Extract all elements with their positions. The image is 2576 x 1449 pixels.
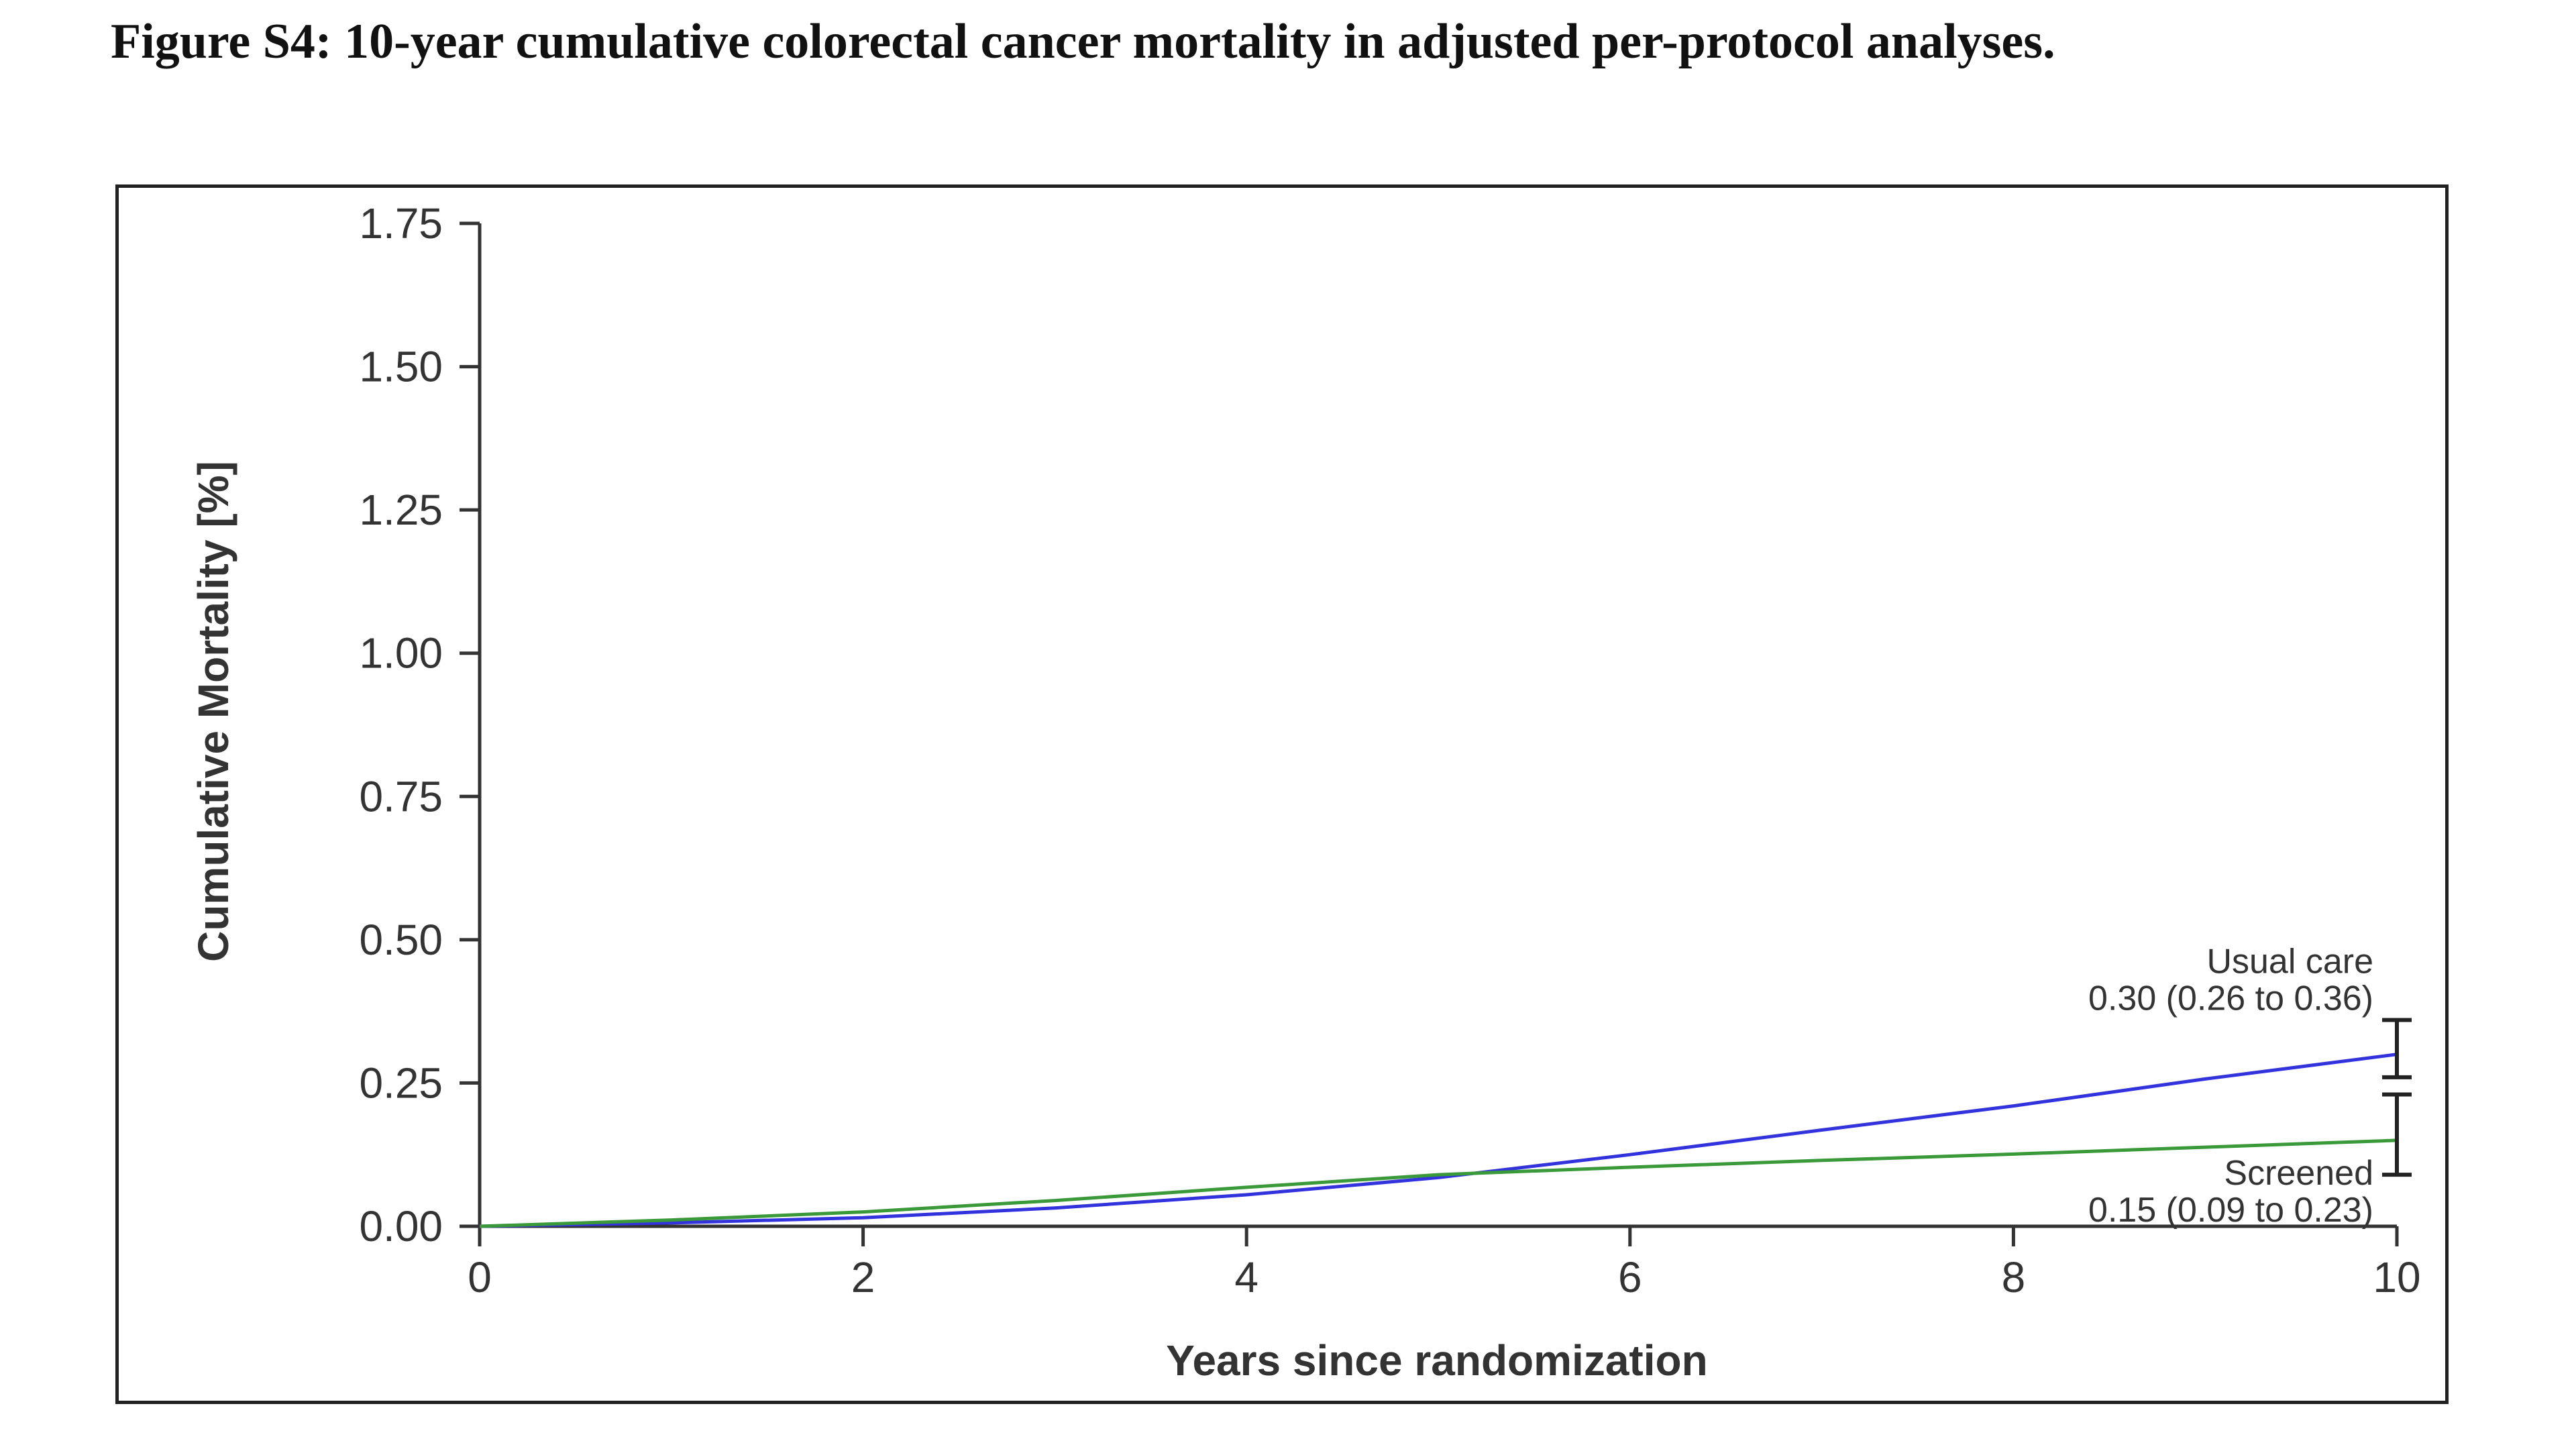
chart-axes: [478, 223, 2397, 1228]
screened-value-label: 0.15 (0.09 to 0.23): [2088, 1191, 2373, 1230]
y-tick-label: 1.50: [359, 343, 443, 391]
x-tick-label: 6: [1618, 1253, 1642, 1301]
y-tick-label: 0.00: [359, 1202, 443, 1250]
y-tick-label: 1.25: [359, 486, 443, 534]
y-tick-label: 0.75: [359, 772, 443, 820]
usual-care-ci-bar: [2382, 1018, 2412, 1079]
x-tick-label: 8: [2002, 1253, 2026, 1301]
usual-care-label: Usual care: [2206, 942, 2373, 981]
end-annotations: Usual care 0.30 (0.26 to 0.36) Screened …: [2088, 942, 2373, 1230]
x-tick-label: 2: [851, 1253, 875, 1301]
figure-title: Figure S4: 10-year cumulative colorectal…: [111, 14, 2055, 69]
screened-label: Screened: [2224, 1154, 2373, 1193]
x-tick-label: 4: [1234, 1253, 1258, 1301]
y-tick-label: 0.25: [359, 1059, 443, 1107]
y-tick-label: 1.75: [359, 199, 443, 248]
x-axis-ticks: 0 2 4 6 8 10: [468, 1226, 2421, 1301]
x-axis-label: Years since randomization: [1166, 1336, 1707, 1385]
confidence-interval-bars: [2382, 1018, 2412, 1177]
y-axis-label: Cumulative Mortality [%]: [189, 461, 237, 962]
chart-frame: [115, 184, 2449, 1404]
usual-care-line: [479, 1053, 2398, 1228]
y-tick-label: 0.50: [359, 916, 443, 964]
series-lines: [479, 1053, 2398, 1228]
y-axis-ticks: 0.00 0.25 0.50 0.75 1.00 1.25 1.50 1.75: [359, 199, 480, 1250]
screened-ci-bar: [2382, 1092, 2412, 1177]
usual-care-value-label: 0.30 (0.26 to 0.36): [2088, 979, 2373, 1018]
screened-line: [479, 1138, 2398, 1228]
x-tick-label: 10: [2373, 1253, 2420, 1301]
y-tick-label: 1.00: [359, 629, 443, 678]
x-tick-label: 0: [468, 1253, 492, 1301]
